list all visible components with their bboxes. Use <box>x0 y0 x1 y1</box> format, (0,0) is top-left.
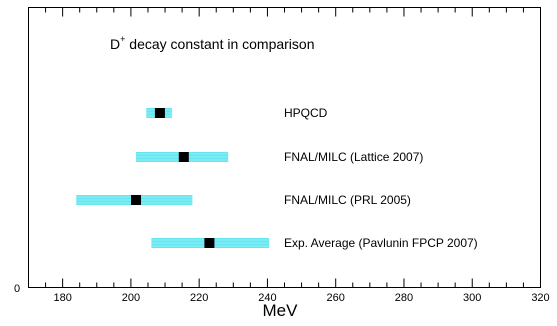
measurement-label: Exp. Average (Pavlunin FPCP 2007) <box>284 236 478 250</box>
measurement-label: FNAL/MILC (Lattice 2007) <box>284 150 423 164</box>
x-tick-label: 180 <box>53 292 71 304</box>
measurement-label: FNAL/MILC (PRL 2005) <box>284 193 411 207</box>
x-tick-label: 300 <box>463 292 481 304</box>
central-value-marker <box>178 152 189 162</box>
x-tick-label: 320 <box>531 292 549 304</box>
central-value-marker <box>204 238 215 248</box>
measurement-row: FNAL/MILC (Lattice 2007) <box>136 150 423 164</box>
measurement-row: HPQCD <box>146 106 328 120</box>
chart-title: D+ decay constant in comparison <box>110 34 315 52</box>
x-axis-ticks: 180 200 220 240 260 280 300 320 <box>28 7 550 304</box>
x-tick-label: 220 <box>190 292 208 304</box>
x-tick-label: 200 <box>122 292 140 304</box>
central-value-marker <box>154 108 165 118</box>
measurement-label: HPQCD <box>284 106 328 120</box>
x-axis-title: MeV <box>263 301 299 320</box>
y-zero-label: 0 <box>14 283 20 295</box>
measurements: HPQCD FNAL/MILC (Lattice 2007) FNAL/MILC (… <box>76 106 478 250</box>
x-tick-label: 260 <box>327 292 345 304</box>
central-value-marker <box>131 195 142 205</box>
measurement-row: FNAL/MILC (PRL 2005) <box>76 193 411 207</box>
measurement-row: Exp. Average (Pavlunin FPCP 2007) <box>151 236 478 250</box>
x-tick-label: 240 <box>258 292 276 304</box>
x-tick-label: 280 <box>395 292 413 304</box>
